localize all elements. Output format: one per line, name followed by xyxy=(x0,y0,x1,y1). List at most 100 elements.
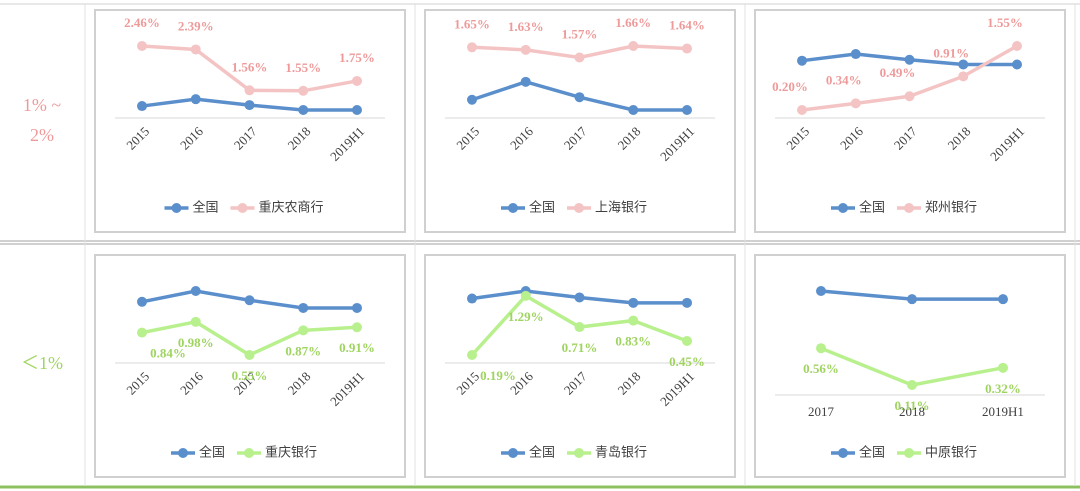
data-label: 0.11% xyxy=(894,398,929,413)
data-label: 1.29% xyxy=(508,309,544,324)
row-label: ＜1% xyxy=(21,353,63,373)
data-point xyxy=(628,105,639,115)
data-label: 1.56% xyxy=(232,59,268,74)
legend-label: 全国 xyxy=(859,445,885,461)
data-point xyxy=(907,294,917,305)
data-label: 2.39% xyxy=(178,18,214,33)
data-point xyxy=(574,52,585,63)
data-label: 2.46% xyxy=(124,15,160,30)
x-tick-label: 2017 xyxy=(808,404,835,419)
data-point xyxy=(244,295,255,306)
data-point xyxy=(244,100,255,111)
data-point xyxy=(998,362,1008,373)
data-label: 0.91% xyxy=(339,340,375,355)
legend-label: 全国 xyxy=(193,200,219,216)
legend-label: 中原银行 xyxy=(925,446,977,461)
data-point xyxy=(628,41,639,51)
data-label: 1.65% xyxy=(454,16,490,31)
data-point xyxy=(907,380,917,390)
chart-panel xyxy=(424,254,736,478)
data-point xyxy=(816,343,826,354)
data-point xyxy=(520,290,531,301)
legend-swatch-marker xyxy=(904,203,914,213)
x-tick-label: 2018 xyxy=(899,404,925,419)
data-label: 0.45% xyxy=(669,354,705,369)
data-point xyxy=(682,336,692,347)
data-point xyxy=(244,85,255,96)
data-point xyxy=(682,105,692,115)
data-point xyxy=(298,105,309,115)
data-point xyxy=(850,98,861,109)
data-label: 0.87% xyxy=(285,343,321,358)
data-point xyxy=(352,75,362,86)
legend-swatch-marker xyxy=(904,448,914,458)
data-label: 0.83% xyxy=(615,334,651,349)
data-label: 1.55% xyxy=(987,15,1023,30)
legend-swatch-marker xyxy=(574,448,584,458)
row-label: 1% ~2% xyxy=(23,95,61,145)
data-point xyxy=(1012,59,1022,70)
legend-label: 重庆银行 xyxy=(265,445,317,461)
data-point xyxy=(137,41,147,51)
legend-label: 全国 xyxy=(859,200,885,216)
chart-panel xyxy=(424,9,736,233)
data-point xyxy=(816,286,826,296)
data-point xyxy=(574,92,585,103)
data-point xyxy=(520,44,531,55)
data-point xyxy=(467,94,477,105)
legend-swatch-marker xyxy=(508,448,518,458)
data-label: 0.34% xyxy=(826,72,862,87)
legend-label: 郑州银行 xyxy=(925,201,977,216)
data-label: 0.98% xyxy=(178,335,214,350)
data-point xyxy=(298,302,309,313)
data-point xyxy=(628,315,639,326)
data-point xyxy=(137,327,147,338)
legend-label: 上海银行 xyxy=(595,201,647,216)
data-label: 0.71% xyxy=(562,340,598,355)
data-point xyxy=(244,350,255,360)
data-point xyxy=(190,286,201,296)
legend-swatch-marker xyxy=(237,203,248,213)
data-point xyxy=(190,44,201,55)
legend-swatch-marker xyxy=(838,203,848,213)
data-point xyxy=(298,325,309,336)
data-point xyxy=(190,316,201,327)
chart-panel xyxy=(754,9,1066,233)
data-point xyxy=(904,91,915,102)
legend-swatch-marker xyxy=(508,203,518,213)
data-label: 0.19% xyxy=(480,368,516,383)
data-point xyxy=(958,71,969,82)
data-label: 0.56% xyxy=(803,361,839,376)
legend-label: 全国 xyxy=(199,445,225,461)
data-point xyxy=(352,322,362,333)
legend-swatch-marker xyxy=(178,448,188,458)
data-point xyxy=(958,59,969,70)
data-label: 0.49% xyxy=(880,65,916,80)
data-point xyxy=(682,297,692,308)
legend-label: 全国 xyxy=(529,200,555,216)
data-point xyxy=(682,43,692,54)
legend-label: 青岛银行 xyxy=(595,445,647,461)
data-point xyxy=(797,55,807,66)
data-label: 1.63% xyxy=(508,19,544,34)
data-point xyxy=(298,85,309,96)
data-point xyxy=(904,54,915,65)
data-point xyxy=(574,322,585,333)
data-point xyxy=(137,101,147,112)
data-point xyxy=(352,302,362,313)
chart-panel xyxy=(94,254,406,478)
data-point xyxy=(998,294,1008,305)
data-label: 1.57% xyxy=(562,27,598,42)
data-label: 1.75% xyxy=(339,50,375,65)
data-point xyxy=(520,76,531,87)
data-point xyxy=(628,297,639,308)
data-point xyxy=(1012,41,1022,51)
data-label: 0.32% xyxy=(985,381,1021,396)
legend-label: 重庆农商行 xyxy=(259,200,324,216)
data-label: 0.91% xyxy=(933,45,969,60)
data-point xyxy=(137,296,147,307)
legend-swatch-marker xyxy=(574,203,584,213)
data-point xyxy=(190,94,201,105)
